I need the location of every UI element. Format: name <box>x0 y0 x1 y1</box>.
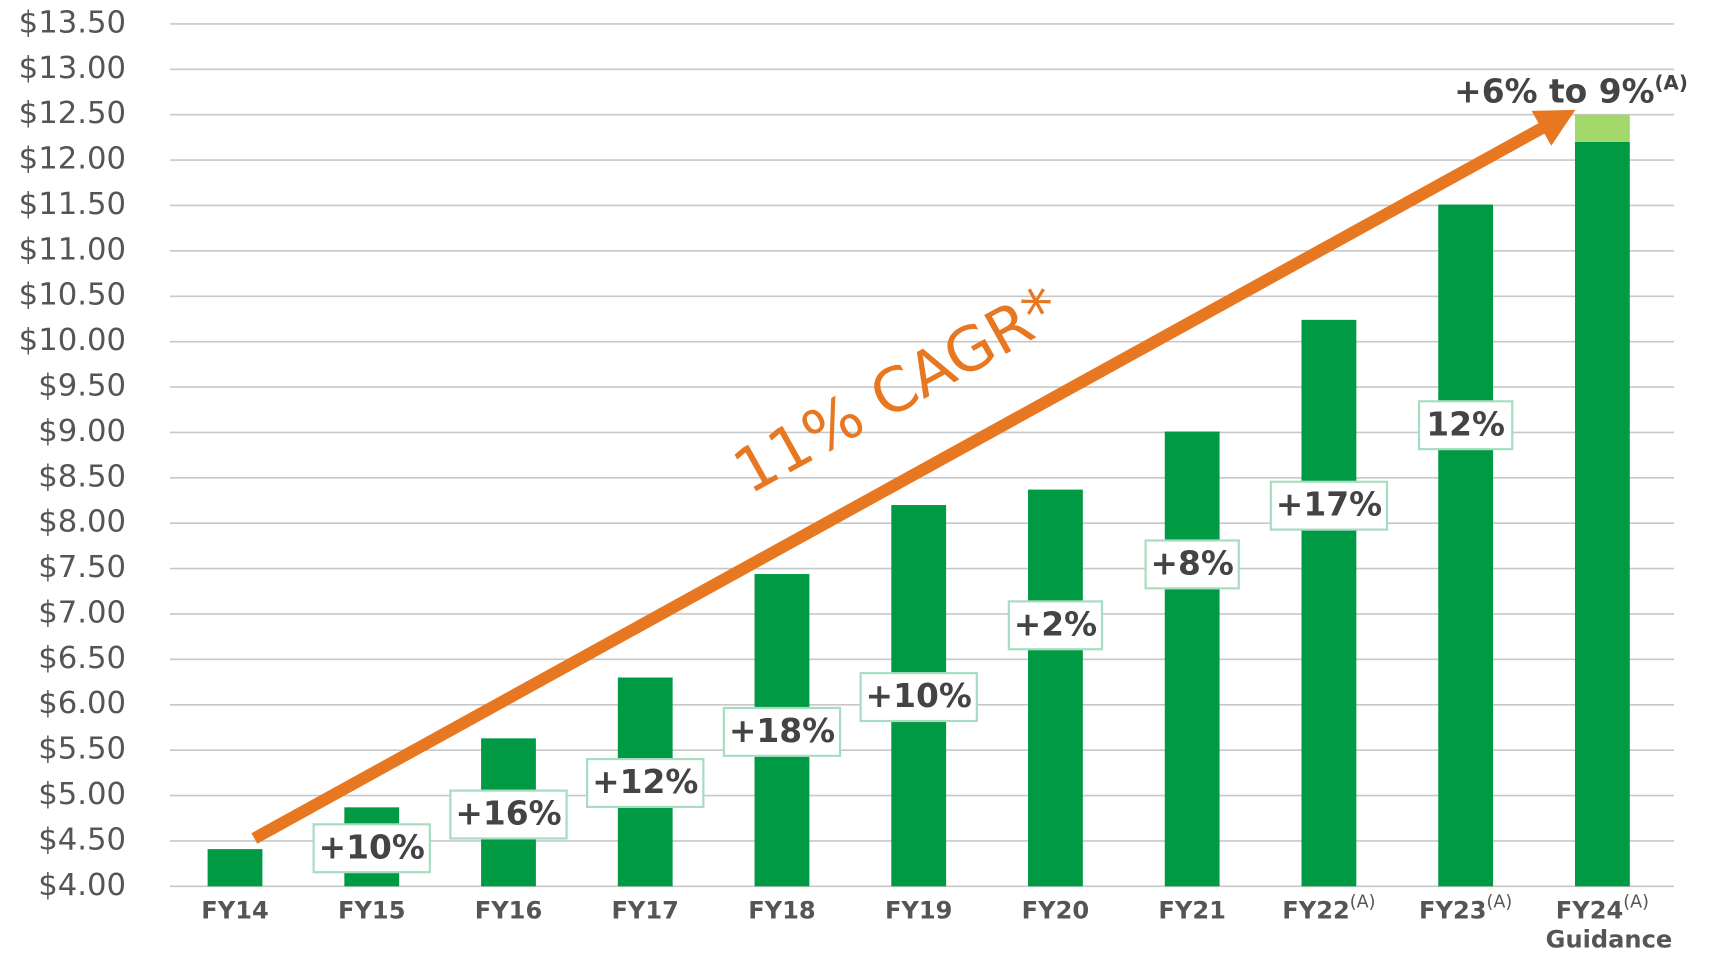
x-tick-label: FY20 <box>1022 896 1089 924</box>
bar <box>1574 141 1630 887</box>
y-tick-label: $7.50 <box>38 550 126 585</box>
growth-label: +16% <box>455 795 561 833</box>
y-tick-label: $4.00 <box>38 868 126 903</box>
growth-label-box <box>1144 539 1240 590</box>
growth-label: +10% <box>866 677 972 715</box>
growth-label: +8% <box>1150 545 1233 583</box>
growth-label: +2% <box>1014 605 1097 643</box>
category-label: FY18 <box>748 896 815 924</box>
growth-label-box <box>1269 480 1389 531</box>
category-label: FY16 <box>475 896 542 924</box>
x-tick-label: FY14 <box>201 896 268 924</box>
growth-label: +12% <box>592 763 698 801</box>
bar <box>1301 319 1357 887</box>
y-tick-label: $7.00 <box>38 596 126 631</box>
x-tick-label: FY21 <box>1158 896 1225 924</box>
guidance-superscript: (A) <box>1655 71 1688 94</box>
x-tick-label: FY22(A) <box>1282 893 1375 925</box>
x-tick-label: FY23(A) <box>1419 893 1512 925</box>
guidance-text: +6% to 9% <box>1454 73 1654 111</box>
growth-label: 12% <box>1426 405 1505 443</box>
x-tick-label: FY24(A) <box>1556 893 1649 925</box>
y-tick-label: $4.50 <box>38 822 126 857</box>
x-tick-label: FY19 <box>885 896 952 924</box>
y-tick-label: $9.00 <box>38 414 126 449</box>
growth-label-box <box>312 823 431 874</box>
x-tick-label: FY18 <box>748 896 815 924</box>
bar <box>1164 431 1220 887</box>
category-label: FY23 <box>1419 896 1486 924</box>
bar <box>1028 489 1083 887</box>
y-tick-label: $12.50 <box>19 96 126 131</box>
y-tick-label: $9.50 <box>38 369 126 404</box>
growth-label-box <box>449 789 568 840</box>
growth-label-box <box>1417 400 1514 451</box>
cagr-arrowhead <box>1531 109 1576 146</box>
category-sublabel: Guidance <box>1546 926 1673 954</box>
growth-label-box <box>1007 600 1104 651</box>
y-tick-label: $8.50 <box>38 459 126 494</box>
category-label: FY19 <box>885 896 952 924</box>
growth-label-box <box>722 706 842 757</box>
category-label: FY24 <box>1556 896 1623 924</box>
growth-label: +18% <box>729 712 835 750</box>
category-label: FY22 <box>1282 896 1349 924</box>
bar <box>1574 114 1630 142</box>
bar <box>207 849 263 887</box>
category-label: FY20 <box>1022 896 1089 924</box>
y-tick-label: $12.00 <box>19 142 126 177</box>
growth-label-box <box>586 757 705 809</box>
growth-label-box <box>859 672 978 723</box>
category-label: FY21 <box>1158 896 1225 924</box>
y-tick-label: $13.50 <box>19 5 126 40</box>
y-tick-label: $5.00 <box>38 777 126 812</box>
y-tick-label: $10.00 <box>19 323 126 358</box>
cagr-arrow <box>251 122 1547 844</box>
category-label: FY17 <box>611 896 678 924</box>
category-label: FY15 <box>338 896 405 924</box>
bar <box>1438 204 1494 887</box>
y-tick-label: $11.50 <box>19 187 126 222</box>
y-tick-label: $6.00 <box>38 686 126 721</box>
category-superscript: (A) <box>1487 893 1513 913</box>
x-tick-label: FY16 <box>475 896 542 924</box>
y-tick-label: $6.50 <box>38 641 126 676</box>
category-label: FY14 <box>201 896 268 924</box>
guidance-label: +6% to 9%(A) <box>1454 71 1688 110</box>
y-tick-label: $13.00 <box>19 51 126 86</box>
x-tick-label: FY15 <box>338 896 405 924</box>
growth-label: +17% <box>1276 486 1382 524</box>
y-tick-label: $10.50 <box>19 278 126 313</box>
category-superscript: (A) <box>1350 893 1376 913</box>
growth-label: +10% <box>319 828 425 866</box>
y-tick-label: $8.00 <box>38 505 126 540</box>
y-tick-label: $11.00 <box>19 232 126 267</box>
x-tick-label: FY17 <box>611 896 678 924</box>
y-tick-label: $5.50 <box>38 732 126 767</box>
category-superscript: (A) <box>1623 893 1649 913</box>
cagr-annotation: 11% CAGR* <box>722 273 1072 508</box>
